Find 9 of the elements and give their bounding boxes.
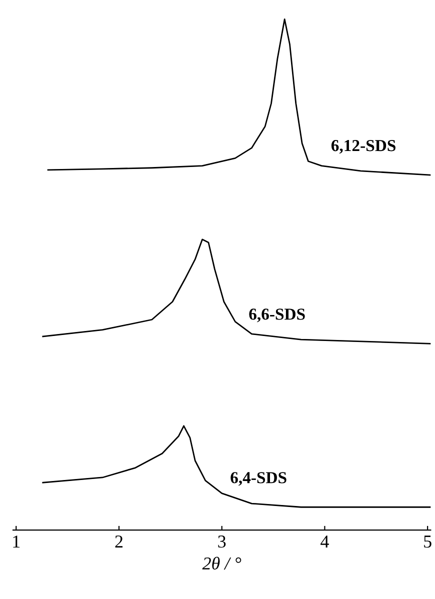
series-label: 6,12-SDS [331,140,396,154]
x-tick-label: 3 [218,536,226,548]
x-tick-label: 1 [13,536,20,548]
x-tick-label: 5 [424,536,432,548]
x-tick-label: 2 [115,536,123,548]
x-tick-label: 4 [320,536,329,548]
x-axis-title: 2θ / ° [202,556,242,570]
series-label: 6,6-SDS [249,308,305,322]
series-label: 6,4-SDS [230,472,286,486]
